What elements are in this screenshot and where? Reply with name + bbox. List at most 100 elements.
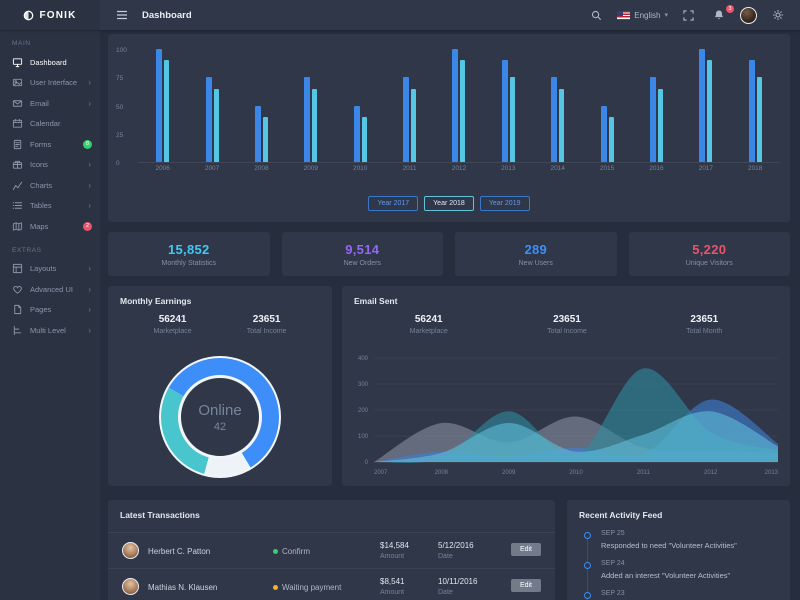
language-selector[interactable]: English ▾ — [617, 10, 668, 20]
topbar: FONIK Dashboard English ▾ — [0, 0, 800, 30]
bar-series-2[interactable] — [756, 77, 762, 162]
notifications-button[interactable]: 3 — [709, 5, 734, 21]
chevron-right-icon: › — [88, 325, 91, 335]
transaction-status: Confirm — [273, 547, 310, 556]
bar-series-1[interactable] — [156, 49, 163, 162]
stat-label: New Orders — [343, 259, 381, 267]
list-icon — [12, 200, 23, 211]
sidebar-item-label: Pages — [30, 305, 52, 315]
bar-series-1[interactable] — [452, 49, 459, 162]
envelope-icon — [12, 98, 23, 109]
earnings-stats: 56241 Marketplace 23651 Total Income — [108, 314, 332, 335]
bar-group-2007: 2007 — [205, 49, 219, 172]
sidebar-item-label: Email — [30, 98, 49, 108]
bar-series-2[interactable] — [707, 60, 713, 162]
bar-x-label: 2017 — [698, 165, 714, 172]
menu-toggle-button[interactable] — [112, 10, 132, 20]
area-x-tick: 2009 — [502, 470, 516, 476]
bar-series-1[interactable] — [353, 105, 360, 162]
chevron-right-icon: › — [88, 78, 91, 88]
feed-item[interactable]: SEP 25 Responded to need "Volunteer Activ… — [567, 530, 790, 560]
card-title: Latest Transactions — [120, 510, 200, 520]
date-value: 10/11/2016 — [438, 577, 478, 586]
bar-series-2[interactable] — [608, 116, 614, 162]
bar-series-2[interactable] — [262, 116, 268, 162]
year-button-year-2017[interactable]: Year 2017 — [368, 196, 419, 211]
sidebar-item-maps[interactable]: Maps 2 — [0, 216, 100, 237]
bar-series-1[interactable] — [254, 105, 261, 162]
timeline-bullet-icon — [584, 592, 591, 599]
sidebar-item-forms[interactable]: Forms 8 — [0, 134, 100, 155]
transaction-date: 10/11/2016 Date — [438, 577, 477, 596]
mini-stat-label: Total Income — [547, 328, 587, 335]
sidebar-item-label: Tables — [30, 201, 52, 211]
fullscreen-button[interactable] — [679, 9, 698, 21]
sidebar-item-multi-level[interactable]: Multi Level › — [0, 320, 100, 341]
image-icon — [12, 77, 23, 88]
bar-series-1[interactable] — [748, 60, 755, 162]
bar-x-label: 2016 — [649, 165, 664, 172]
sidebar-item-user-interface[interactable]: User Interface › — [0, 73, 100, 94]
bar-series-2[interactable] — [657, 88, 663, 162]
timeline-bullet-icon — [584, 562, 591, 569]
bar-series-2[interactable] — [559, 88, 565, 162]
brand-logo[interactable]: FONIK — [0, 0, 100, 30]
bar-group-2008: 2008 — [254, 49, 269, 172]
feed-item[interactable]: SEP 24 Added an interest "Volunteer Activ… — [567, 560, 790, 590]
sidebar-item-charts[interactable]: Charts › — [0, 175, 100, 196]
monitor-icon — [12, 57, 23, 68]
monthly-earnings-card: Monthly Earnings 56241 Marketplace 23651 To… — [108, 286, 332, 486]
feed-item[interactable]: SEP 23Joined the group "Boardsmanship Fo… — [567, 590, 790, 600]
date-label: Date — [438, 553, 453, 560]
bar-series-2[interactable] — [312, 88, 318, 162]
bar-series-2[interactable] — [361, 116, 367, 162]
edit-button[interactable]: Edit — [510, 543, 541, 556]
bar-series-2[interactable] — [411, 88, 417, 162]
mini-stat-value: 23651 — [553, 314, 581, 325]
sidebar: Main Dashboard User Interface › Email › Calend… — [0, 30, 100, 600]
transaction-row: Herbert C. Patton Confirm $14,584 Amount 5/1… — [108, 532, 555, 568]
bar-x-label: 2006 — [155, 165, 170, 172]
bar-series-1[interactable] — [699, 49, 706, 162]
chevron-right-icon: › — [88, 264, 91, 274]
bar-series-1[interactable] — [600, 105, 607, 162]
bar-x-label: 2008 — [254, 165, 269, 172]
language-label: English — [634, 10, 661, 20]
bar-series-1[interactable] — [649, 77, 656, 162]
bar-x-label: 2012 — [451, 165, 467, 172]
year-button-year-2019[interactable]: Year 2019 — [479, 196, 530, 211]
bar-series-2[interactable] — [164, 60, 170, 162]
sidebar-item-calendar[interactable]: Calendar — [0, 114, 100, 135]
area-y-tick: 200 — [358, 408, 369, 414]
sidebar-item-pages[interactable]: Pages › — [0, 300, 100, 321]
feed-date: SEP 23 — [601, 590, 625, 597]
edit-button[interactable]: Edit — [510, 579, 541, 592]
sidebar-item-layouts[interactable]: Layouts › — [0, 259, 100, 280]
avatar — [122, 578, 139, 595]
earnings-stat-total-income: 23651 Total Income — [247, 314, 287, 335]
sidebar-item-advanced-ui[interactable]: Advanced UI › — [0, 279, 100, 300]
bar-series-2[interactable] — [213, 88, 219, 162]
bar-series-1[interactable] — [304, 77, 311, 162]
year-button-year-2018[interactable]: Year 2018 — [424, 196, 474, 211]
transaction-amount: $14,584 Amount — [380, 541, 409, 560]
bar-series-1[interactable] — [403, 77, 410, 162]
donut-center-value: 42 — [213, 420, 227, 433]
sidebar-item-dashboard[interactable]: Dashboard — [0, 52, 100, 73]
bar-series-2[interactable] — [509, 77, 515, 162]
bar-series-2[interactable] — [460, 60, 466, 162]
settings-button[interactable] — [768, 9, 788, 21]
search-button[interactable] — [587, 10, 606, 21]
bar-series-1[interactable] — [551, 77, 558, 162]
bar-chart: 2006 2007 2008 2009 2010 2011 2012 2013 2014 2015… — [138, 49, 780, 172]
bar-series-1[interactable] — [205, 77, 212, 162]
sidebar-item-tables[interactable]: Tables › — [0, 196, 100, 217]
sidebar-item-icons[interactable]: Icons › — [0, 155, 100, 176]
stat-card-new-orders: 9,514 New Orders — [281, 232, 443, 276]
bar-x-label: 2014 — [550, 165, 565, 172]
bar-series-1[interactable] — [501, 60, 508, 162]
user-avatar[interactable] — [740, 6, 757, 24]
sidebar-item-email[interactable]: Email › — [0, 93, 100, 114]
bar-x-label: 2009 — [303, 165, 319, 172]
yearly-bar-chart-card: 0 25 50 75 100 2006 2007 2008 2009 2010 2011 2012 2… — [108, 34, 790, 222]
